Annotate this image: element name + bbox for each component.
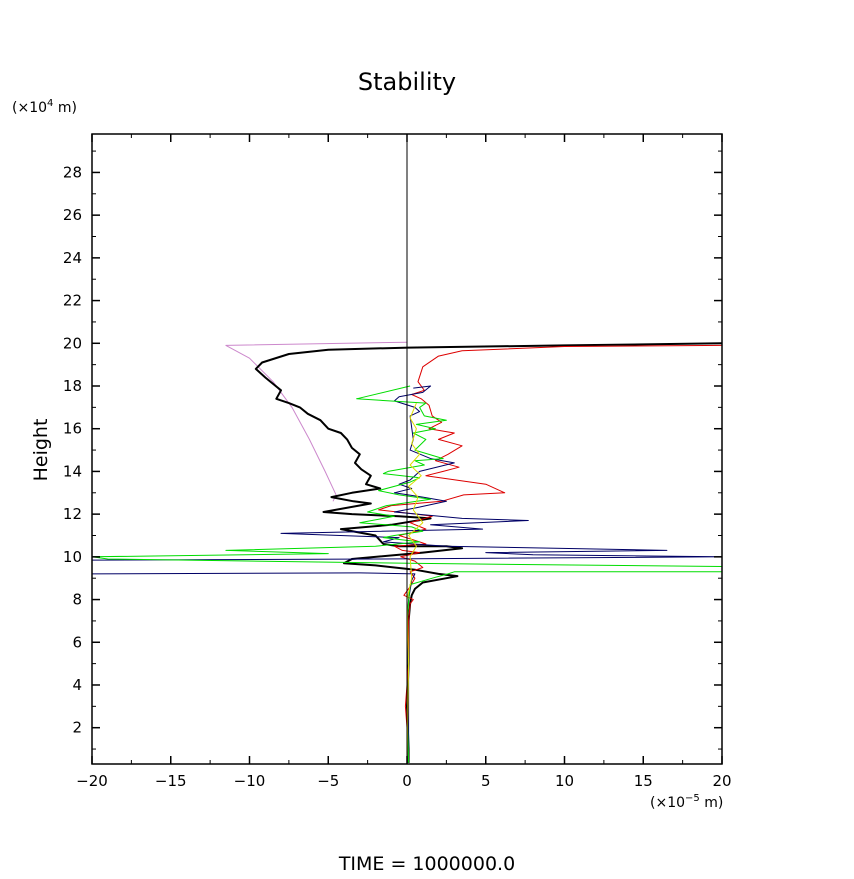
x-tick-label: 0 — [402, 772, 412, 790]
y-unit-exponent: 4 — [47, 98, 53, 109]
plot-area — [91, 133, 723, 765]
series-layer — [92, 341, 722, 763]
series-line-3 — [378, 344, 722, 763]
series-line-5 — [92, 385, 722, 763]
y-tick-label: 10 — [63, 548, 82, 566]
x-tick-label: 5 — [481, 772, 491, 790]
time-footer: TIME = 1000000.0 — [338, 853, 515, 875]
y-tick-label: 8 — [72, 591, 82, 609]
y-tick-label: 22 — [63, 292, 82, 310]
y-tick-label: 2 — [72, 719, 82, 737]
x-tick-label: 15 — [634, 772, 653, 790]
y-tick-label: 20 — [63, 334, 82, 352]
y-tick-label: 28 — [63, 163, 82, 181]
x-unit-suffix: m) — [700, 795, 724, 811]
y-tick-label: 16 — [63, 420, 82, 438]
series-line-1 — [225, 341, 408, 502]
y-tick-label: 24 — [63, 249, 82, 267]
x-tick-label: 10 — [555, 772, 574, 790]
series-line-6 — [406, 402, 424, 763]
series-line-4 — [92, 385, 722, 763]
x-tick-label: −10 — [234, 772, 266, 790]
x-tick-label: −15 — [155, 772, 187, 790]
y-tick-label: 18 — [63, 377, 82, 395]
x-tick-label: 20 — [712, 772, 731, 790]
x-tick-label: −5 — [317, 772, 339, 790]
y-unit-prefix: (×10 — [12, 100, 47, 116]
x-unit-exponent: −5 — [685, 793, 700, 804]
series-line-2 — [254, 342, 722, 763]
y-tick-label: 4 — [72, 676, 82, 694]
y-unit-label: (×104 m) — [12, 98, 77, 116]
y-tick-label: 12 — [63, 505, 82, 523]
x-unit-prefix: (×10 — [650, 795, 685, 811]
y-unit-suffix: m) — [53, 100, 77, 116]
y-tick-label: 6 — [72, 633, 82, 651]
chart-title: Stability — [358, 68, 456, 96]
y-tick-label: 26 — [63, 206, 82, 224]
y-tick-label: 14 — [63, 462, 82, 480]
y-axis-label: Height — [30, 419, 52, 482]
x-unit-label: (×10−5 m) — [650, 793, 723, 811]
x-axis: −20 −15 −10 −5 0 5 10 15 20 — [76, 134, 732, 790]
x-tick-label: −20 — [76, 772, 108, 790]
